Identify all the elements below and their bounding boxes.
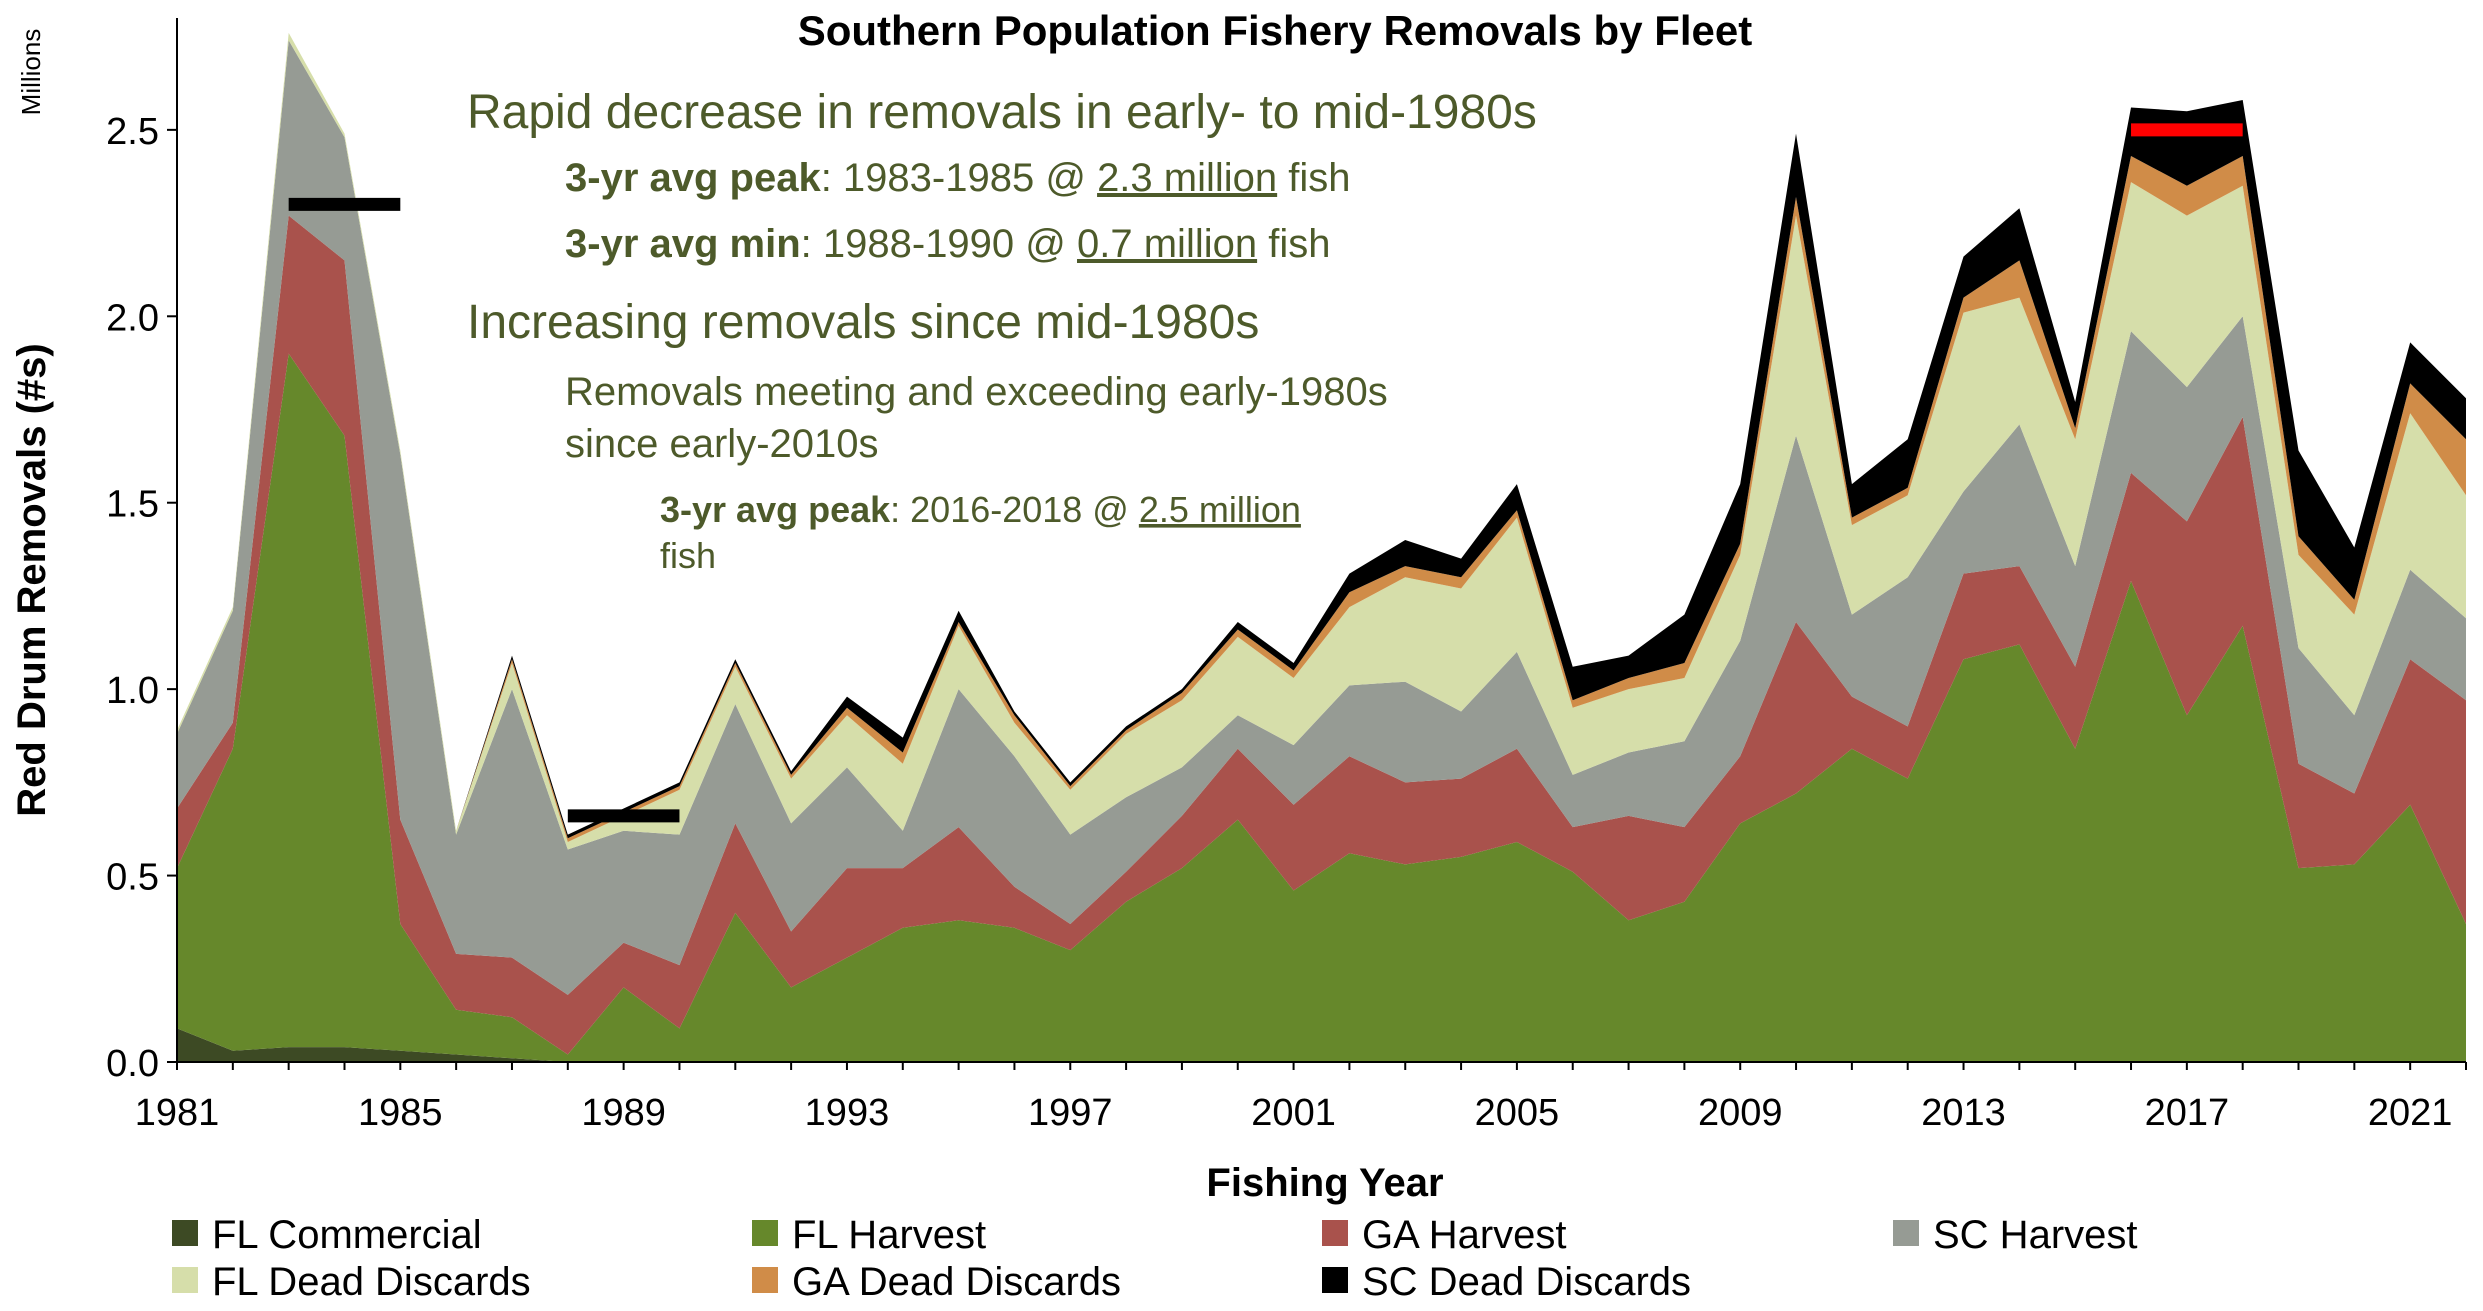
annotation-peak-2010s-unit: fish [660,535,716,576]
y-tick-label: 2.5 [106,111,159,153]
annotation-peak-2010s-years: : 2016-2018 @ [890,489,1139,530]
legend: FL Commercial FL Harvest GA Harvest SC Harv… [172,1213,2138,1304]
legend-swatch-ga-dead-discards [752,1267,778,1293]
annotation-min-1980s-years: : 1988-1990 @ [801,222,1077,266]
legend-label-sc-harvest: SC Harvest [1933,1213,2138,1257]
annotation-increasing: Increasing removals since mid-1980s [467,296,1259,349]
legend-swatch-fl-dead-discards [172,1267,198,1293]
annotation-peak-1980s-value: 2.3 million [1097,156,1277,200]
legend-swatch-fl-harvest [752,1220,778,1246]
annotation-peak-2010s-value: 2.5 million [1139,489,1301,530]
x-tick-label: 1981 [135,1092,220,1134]
legend-swatch-fl-commercial [172,1220,198,1246]
y-tick-label: 1.5 [106,484,159,526]
annotation-peak-1980s-label: 3-yr avg peak [565,156,821,200]
annotation-min-1980s-unit: fish [1257,222,1330,266]
annotation-peak-1980s: 3-yr avg peak: 1983-1985 @ 2.3 million f… [565,156,1351,200]
x-tick-label: 1997 [1028,1092,1113,1134]
annotation-min-1980s-value: 0.7 million [1077,222,1257,266]
x-tick-label: 1993 [805,1092,890,1134]
chart-title: Southern Population Fishery Removals by … [798,7,1753,54]
legend-label-fl-harvest: FL Harvest [792,1213,986,1257]
x-tick-label: 2009 [1698,1092,1783,1134]
legend-swatch-ga-harvest [1322,1220,1348,1246]
x-tick-label: 2005 [1475,1092,1560,1134]
annotation-peak-2010s: 3-yr avg peak: 2016-2018 @ 2.5 million [660,489,1301,530]
annotation-rapid-decrease: Rapid decrease in removals in early- to … [467,86,1537,139]
legend-label-sc-dead-discards: SC Dead Discards [1362,1260,1691,1304]
x-tick-label: 1989 [581,1092,666,1134]
x-ticks: 1981 1985 1989 1993 1997 2001 2005 2009 2013 2017… [135,1062,2466,1134]
y-tick-label: 1.0 [106,670,159,712]
legend-label-ga-harvest: GA Harvest [1362,1213,1567,1257]
x-axis-label: Fishing Year [1206,1161,1443,1205]
x-tick-label: 2001 [1251,1092,1336,1134]
legend-label-fl-commercial: FL Commercial [212,1213,482,1257]
legend-swatch-sc-dead-discards [1322,1267,1348,1293]
x-tick-label: 2013 [1921,1092,2006,1134]
y-tick-label: 0.0 [106,1043,159,1085]
x-tick-label: 2021 [2368,1092,2453,1134]
annotation-exceeding-line1: Removals meeting and exceeding early-198… [565,370,1388,414]
legend-label-fl-dead-discards: FL Dead Discards [212,1260,531,1304]
y-unit-label: Millions [16,29,46,116]
annotation-exceeding-line2: since early-2010s [565,422,879,466]
annotation-peak-2010s-label: 3-yr avg peak [660,489,891,530]
x-tick-label: 2017 [2145,1092,2230,1134]
y-tick-label: 0.5 [106,857,159,899]
annotation-peak-1980s-unit: fish [1277,156,1350,200]
y-axis-label: Red Drum Removals (#s) [10,343,54,816]
y-ticks: 0.0 0.5 1.0 1.5 2.0 2.5 [106,111,177,1085]
annotation-min-1980s-label: 3-yr avg min [565,222,801,266]
legend-swatch-sc-harvest [1893,1220,1919,1246]
annotation-min-1980s: 3-yr avg min: 1988-1990 @ 0.7 million fi… [565,222,1330,266]
annotation-peak-1980s-years: : 1983-1985 @ [821,156,1097,200]
x-tick-label: 1985 [358,1092,443,1134]
y-tick-label: 2.0 [106,297,159,339]
legend-label-ga-dead-discards: GA Dead Discards [792,1260,1121,1304]
